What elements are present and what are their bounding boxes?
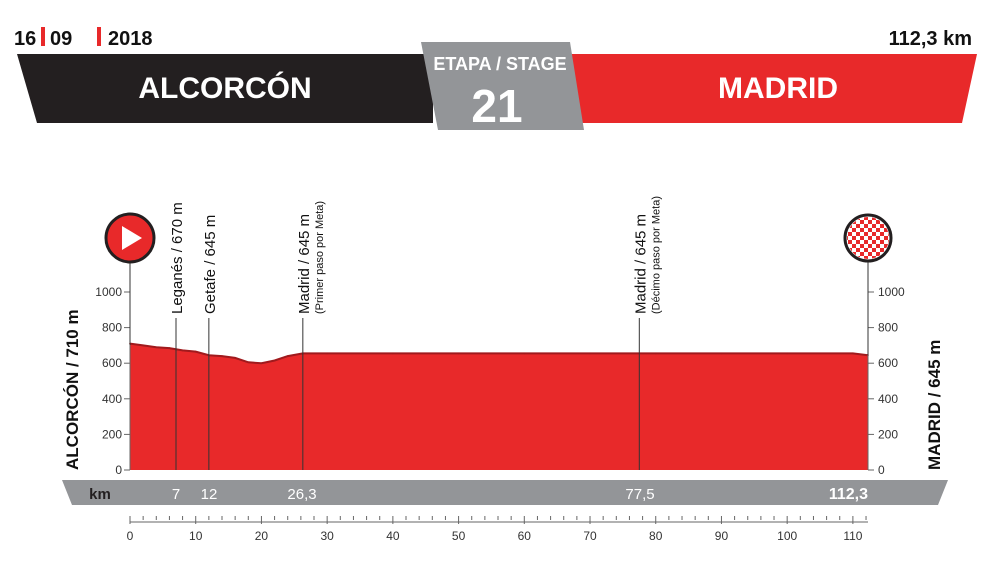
km-mark-madrid-10: 77,5 [625, 486, 654, 503]
y-tick-label-right: 1000 [878, 285, 905, 299]
waypoint-title: Madrid / 645 m [632, 214, 649, 314]
km-mark-leganes: 7 [172, 486, 180, 503]
x-tick-label: 80 [649, 529, 663, 543]
x-tick-label: 100 [777, 529, 797, 543]
y-tick-label-right: 400 [878, 392, 898, 406]
elevation-point [286, 355, 289, 357]
y-tick-label-left: 600 [102, 356, 122, 370]
start-banner [17, 54, 433, 123]
elevation-point [720, 352, 723, 355]
date-month: 09 [50, 28, 72, 50]
km-mark-getafe: 12 [201, 486, 218, 503]
x-tick-label: 60 [518, 529, 532, 543]
elevation-point [273, 359, 276, 362]
x-tick-label: 90 [715, 529, 729, 543]
km-bar [62, 480, 948, 505]
elevation-point [852, 352, 854, 355]
x-tick-label: 50 [452, 529, 466, 543]
date-separator [41, 27, 45, 46]
x-tick-label: 110 [843, 529, 862, 543]
finish-city: MADRID [718, 72, 838, 105]
start-city: ALCORCÓN [138, 71, 311, 105]
y-axes: 0 0 200 200 400 400 600 600 800 800 1000 1000 [95, 285, 905, 477]
elevation-point [181, 349, 184, 352]
elevation-point [589, 352, 591, 355]
start-altitude-label: ALCORCÓN / 710 m [63, 309, 82, 470]
x-tick-label: 70 [583, 529, 597, 543]
elevation-point [457, 352, 460, 355]
finish-banner [567, 54, 977, 123]
km-total: 112,3 [829, 486, 868, 503]
km-mark-madrid-1: 26,3 [287, 486, 316, 503]
x-tick-label: 10 [189, 529, 203, 543]
date-year: 2018 [108, 28, 153, 50]
elevation-point [786, 352, 788, 355]
y-tick-label-left: 200 [102, 427, 122, 441]
y-tick-label-right: 0 [878, 463, 885, 477]
x-tick-label: 40 [386, 529, 400, 543]
elevation-point [654, 352, 657, 355]
elevation-point [326, 352, 329, 355]
y-tick-label-right: 200 [878, 427, 898, 441]
elevation-point [168, 347, 171, 349]
waypoints: Leganés / 670 m Getafe / 645 m Madrid / 64… [169, 196, 662, 470]
elevation-point [221, 355, 223, 357]
y-tick-label-right: 600 [878, 356, 898, 370]
total-distance: 112,3 km [889, 28, 972, 50]
waypoint-title: Leganés / 670 m [169, 202, 186, 314]
y-tick-label-left: 1000 [95, 285, 122, 299]
finish-flag-icon [843, 213, 893, 355]
elevation-profile [129, 342, 869, 470]
date: 16 09 2018 [14, 27, 153, 50]
y-tick-label-left: 400 [102, 392, 122, 406]
elevation-point [155, 346, 158, 349]
y-tick-label-left: 800 [102, 321, 122, 335]
stage-label: ETAPA / STAGE [433, 54, 566, 74]
x-tick-label: 20 [255, 529, 269, 543]
waypoint-note: (Décimo paso por Meta) [650, 196, 662, 314]
waypoint-title: Getafe / 645 m [202, 215, 219, 314]
y-tick-label-left: 0 [115, 463, 122, 477]
elevation-point [392, 352, 394, 355]
waypoint-note: (Primer paso por Meta) [314, 201, 326, 314]
start-icon [104, 212, 156, 345]
x-axis: 0 10 20 30 40 50 60 70 80 90 100 110 [127, 516, 868, 543]
elevation-point [194, 350, 197, 353]
waypoint-title: Madrid / 645 m [296, 214, 313, 314]
elevation-point [142, 344, 144, 347]
elevation-point [260, 362, 263, 365]
y-tick-label-right: 800 [878, 321, 898, 335]
elevation-point [523, 352, 526, 355]
x-tick-label: 0 [127, 529, 134, 543]
date-day: 16 [14, 28, 36, 50]
elevation-point [247, 361, 250, 364]
date-separator [97, 27, 101, 46]
elevation-area [130, 343, 868, 470]
x-tick-label: 30 [320, 529, 334, 543]
elevation-point [234, 357, 236, 359]
km-unit-label: km [89, 486, 111, 503]
stage-badge [421, 42, 584, 130]
stage-number: 21 [471, 80, 522, 132]
finish-altitude-label: MADRID / 645 m [925, 340, 944, 470]
